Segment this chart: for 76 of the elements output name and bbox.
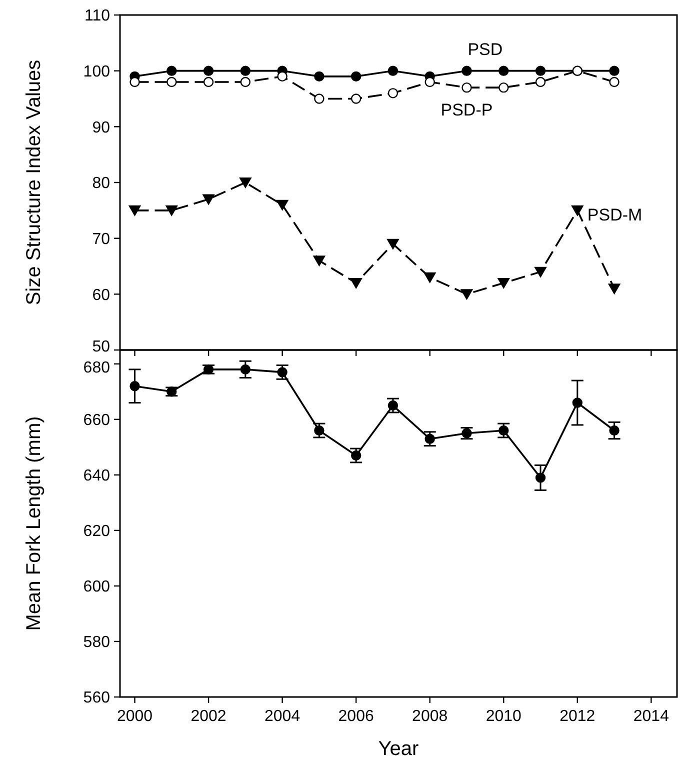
point: [424, 76, 435, 88]
y-tick-label: 560: [83, 690, 110, 707]
point: [166, 76, 177, 88]
y-tick-label: 620: [83, 523, 110, 540]
x-axis-title: Year: [378, 738, 420, 760]
point: [203, 76, 214, 88]
point: [571, 205, 584, 216]
point: [203, 66, 214, 76]
point: [240, 76, 251, 88]
point: [313, 256, 326, 266]
point: [498, 66, 509, 76]
y-tick-label: 100: [83, 63, 110, 80]
point: [535, 76, 546, 88]
x-tick-label: 2004: [264, 708, 300, 725]
point: [386, 238, 399, 250]
point: [314, 425, 324, 436]
x-tick-label: 2010: [486, 708, 522, 725]
point: [462, 82, 472, 93]
point: [498, 425, 509, 436]
point: [202, 194, 215, 205]
y-tick-label: 110: [84, 8, 110, 25]
series-label: PSD: [468, 40, 503, 59]
point: [240, 66, 251, 76]
y-tick-label: 90: [92, 119, 110, 136]
point: [424, 434, 435, 444]
point: [240, 364, 251, 375]
y-tick-label: 600: [83, 578, 110, 596]
y-tick-label: 660: [83, 412, 110, 429]
point: [130, 380, 140, 392]
point: [166, 205, 178, 216]
y-tick-label: 50: [92, 338, 110, 356]
series-label: PSD-M: [587, 205, 642, 224]
point: [166, 66, 177, 76]
y-tick-label: 80: [92, 175, 110, 192]
x-tick-label: 2014: [633, 708, 670, 725]
y-tick-label: 640: [83, 468, 110, 485]
point: [609, 76, 620, 88]
point: [572, 398, 583, 408]
point: [498, 278, 510, 288]
point: [276, 200, 288, 210]
series-label: PSD-P: [440, 100, 493, 120]
point: [388, 88, 398, 98]
point: [277, 367, 288, 378]
x-tick-label: 2000: [116, 708, 153, 725]
point: [609, 425, 620, 436]
y-axis-title: Mean Fork Length (mm): [23, 416, 45, 631]
point: [314, 94, 324, 104]
point: [609, 66, 620, 76]
x-tick-label: 2008: [412, 708, 448, 725]
point: [350, 71, 362, 82]
point: [388, 400, 398, 411]
x-tick-label: 2002: [190, 708, 226, 725]
point: [128, 205, 141, 216]
point: [350, 94, 362, 104]
y-tick-label: 70: [92, 230, 110, 248]
point: [608, 284, 620, 294]
point: [498, 82, 509, 93]
point: [314, 71, 324, 82]
y-tick-label: 580: [83, 634, 110, 652]
point: [350, 278, 362, 288]
point: [239, 178, 252, 188]
point: [388, 66, 398, 76]
x-tick-label: 2006: [338, 708, 374, 725]
point: [462, 66, 472, 76]
point: [424, 272, 436, 283]
point: [277, 71, 288, 82]
point: [350, 450, 362, 461]
y-tick-label: 680: [83, 359, 110, 376]
y-axis-title: Size Structure Index Values: [23, 60, 45, 306]
point: [534, 266, 547, 278]
point: [460, 289, 473, 300]
x-tick-label: 2012: [560, 708, 596, 725]
point: [535, 66, 546, 76]
point: [535, 472, 546, 483]
point: [130, 76, 140, 88]
y-tick-label: 60: [92, 286, 110, 304]
